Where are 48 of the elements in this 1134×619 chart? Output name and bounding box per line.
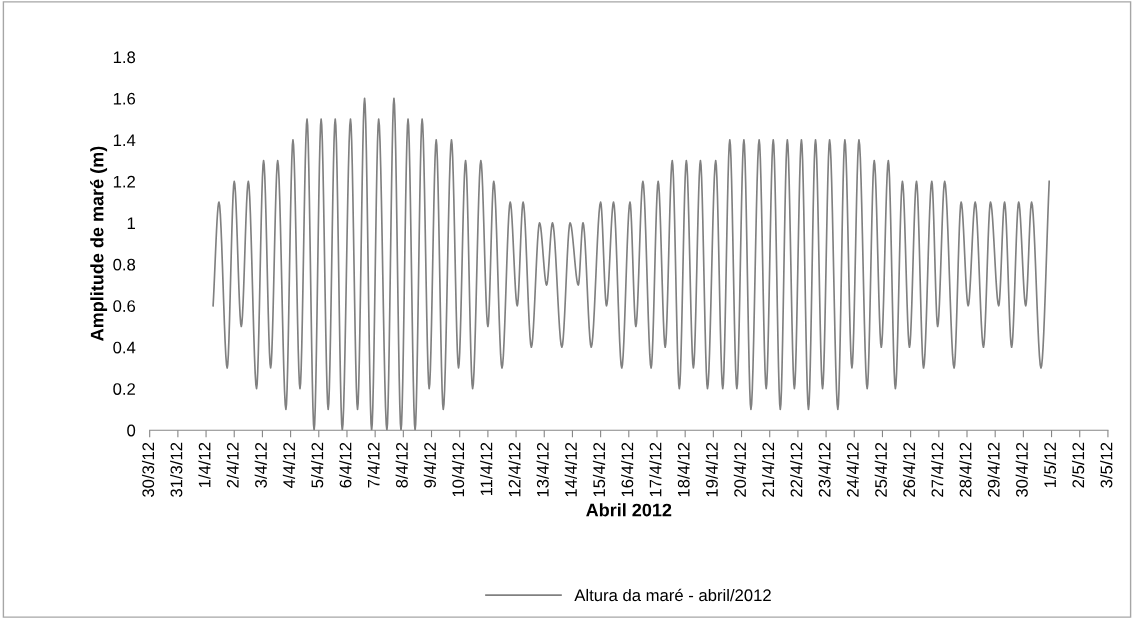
x-tick-label: 9/4/12 (423, 442, 436, 488)
y-tick-label: 0.6 (113, 300, 136, 312)
x-tick-label: 24/4/12 (846, 442, 859, 497)
x-tick-label: 17/4/12 (649, 442, 662, 497)
x-tick-label: 16/4/12 (621, 442, 634, 497)
x-axis-title: Abril 2012 (586, 503, 672, 517)
y-tick-label: 0 (127, 424, 136, 437)
x-tick-label: 18/4/12 (677, 442, 690, 497)
x-tick-label: 22/4/12 (790, 442, 803, 497)
x-tick-label: 20/4/12 (733, 442, 747, 497)
x-tick-label: 7/4/12 (367, 442, 380, 488)
x-tick-label: 31/3/12 (170, 442, 183, 497)
x-tick-label: 30/3/12 (141, 442, 155, 497)
x-tick-label: 8/4/12 (395, 442, 408, 488)
x-tick-label: 2/4/12 (226, 442, 239, 488)
x-tick-label: 3/4/12 (254, 442, 267, 488)
x-tick-label: 30/4/12 (1015, 442, 1028, 497)
x-tick-label: 28/4/12 (959, 442, 972, 497)
y-tick-label: 0.4 (113, 341, 136, 354)
x-tick-label: 27/4/12 (931, 442, 944, 497)
y-axis-title: Amplitude de maré (m) (90, 146, 108, 341)
x-tick-label: 15/4/12 (592, 442, 606, 497)
x-tick-label: 23/4/12 (818, 442, 831, 497)
x-tick-label: 29/4/12 (987, 442, 1000, 497)
x-tick-label: 25/4/12 (874, 442, 887, 497)
x-tick-label: 3/5/12 (1100, 442, 1113, 488)
x-tick-label: 6/4/12 (339, 442, 352, 488)
y-tick-label: 1 (127, 217, 135, 229)
x-tick-label: 11/4/12 (480, 442, 493, 496)
x-tick-label: 12/4/12 (508, 442, 521, 497)
x-tick-label: 26/4/12 (902, 442, 916, 497)
y-tick-label: 1.4 (113, 134, 136, 146)
y-tick-label: 0.2 (113, 383, 135, 395)
x-tick-label: 1/5/12 (1043, 442, 1057, 488)
y-tick-label: 1.8 (113, 51, 136, 64)
y-tick-label: 1.6 (113, 92, 136, 105)
y-tick-label: 1.2 (113, 175, 135, 188)
x-tick-label: 10/4/12 (451, 442, 465, 497)
x-tick-label: 1/4/12 (198, 442, 211, 488)
x-tick-label: 5/4/12 (311, 442, 324, 488)
x-tick-label: 19/4/12 (705, 442, 718, 497)
x-tick-label: 14/4/12 (564, 442, 577, 497)
y-tick-label: 0.8 (113, 258, 136, 271)
x-tick-label: 13/4/12 (536, 442, 549, 497)
x-tick-label: 2/5/12 (1071, 442, 1085, 488)
legend-label: Altura da maré - abril/2012 (574, 588, 771, 602)
x-tick-label: 4/4/12 (282, 442, 296, 488)
x-tick-label: 21/4/12 (761, 442, 775, 497)
